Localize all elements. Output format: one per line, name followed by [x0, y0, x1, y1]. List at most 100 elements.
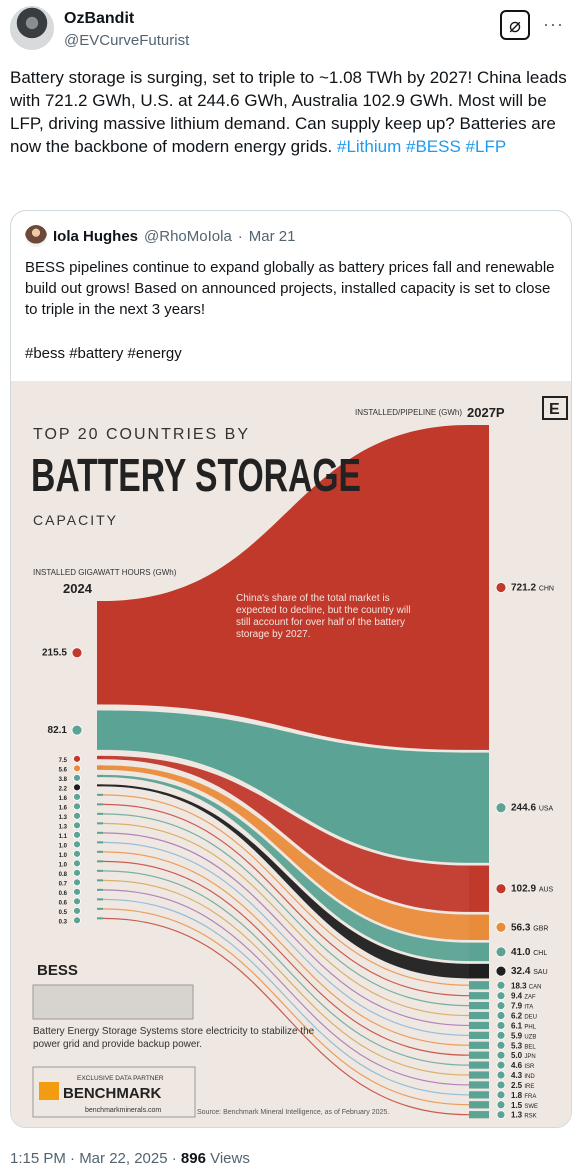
left-value-label: 0.8 [59, 872, 68, 878]
right-bar [469, 992, 489, 1000]
flow-band [103, 774, 469, 962]
flag-icon [496, 1100, 506, 1110]
flow-band [103, 425, 469, 750]
flow-line [102, 813, 470, 1007]
right-value-label: 9.4 ZAF [511, 992, 536, 1001]
right-country-code: SAU [533, 969, 547, 976]
flag-icon [495, 946, 507, 958]
flag-icon [71, 647, 83, 659]
left-bar [97, 907, 103, 910]
flow-line [102, 917, 470, 1116]
flow-band [103, 755, 469, 912]
quote-handle[interactable]: @RhoMoIola [144, 227, 232, 245]
author-handle[interactable]: @EVCurveFuturist [64, 32, 190, 49]
hashtag-link[interactable]: #Lithium [336, 137, 402, 156]
flag-icon [496, 1050, 506, 1060]
quote-date[interactable]: Mar 21 [248, 227, 296, 245]
brand-badge: E [549, 401, 560, 418]
flag-icon [73, 811, 81, 820]
timestamp[interactable]: 1:15 PM · Mar 22, 2025 · [10, 1150, 181, 1167]
flow-line [102, 889, 470, 1086]
right-country-code: UZB [524, 1034, 536, 1040]
flow-line [102, 851, 470, 1046]
left-value-label: 0.6 [59, 900, 68, 906]
left-bar [97, 803, 103, 806]
right-country-code: USA [539, 806, 554, 813]
left-bar [97, 710, 103, 750]
right-value-label: 6.1 PHL [511, 1021, 537, 1030]
flag-icon [73, 764, 81, 773]
flag-icon [73, 916, 81, 925]
right-value-label: 102.9 AUS [511, 884, 554, 895]
flow-band [103, 710, 469, 863]
flag-icon [73, 868, 81, 877]
flag-icon [496, 991, 506, 1001]
title-top: TOP 20 COUNTRIES BY [33, 426, 250, 443]
grok-icon[interactable]: ⌀ [500, 10, 530, 40]
flag-icon [496, 980, 506, 990]
title-bottom: CAPACITY [33, 512, 118, 528]
right-country-code: RSK [524, 1114, 536, 1120]
author-display-name[interactable]: OzBandit [64, 10, 135, 27]
left-bar [97, 601, 103, 705]
partner-url: benchmarkminerals.com [85, 1107, 161, 1114]
left-bar [97, 812, 103, 815]
left-header: INSTALLED GIGAWATT HOURS (GWh) [33, 568, 177, 577]
right-value-labels: 721.2 CHN 244.6 USA 102.9 AUS 56.3 GBR 41.0 … [495, 582, 554, 1120]
left-year: 2024 [63, 581, 93, 596]
right-bar [469, 1091, 489, 1099]
views-count: 896 [180, 1150, 206, 1167]
right-header: INSTALLED/PIPELINE (GWh) [355, 408, 462, 417]
right-bar [469, 1002, 489, 1010]
flag-icon [495, 921, 507, 933]
flow-line [102, 841, 470, 1036]
left-value-label: 1.0 [59, 843, 68, 849]
infographic-image[interactable]: 215.5 82.1 7.5 5.6 3.8 2.2 1.6 1.6 1.3 1.3 1.1 1.0 1… [11, 381, 571, 1127]
partner-name: BENCHMARK [63, 1085, 161, 1102]
flag-icon [495, 802, 507, 814]
flow-line [102, 860, 470, 1056]
right-bar [469, 1071, 489, 1079]
left-value-label: 0.7 [59, 881, 68, 887]
tweet-footer: 1:15 PM · Mar 22, 2025 · 896 Views [10, 1150, 250, 1167]
source-note: Source: Benchmark Mineral Intelligence, … [197, 1109, 389, 1116]
flag-icon [496, 1110, 506, 1120]
flag-icon [73, 840, 81, 849]
hashtag-link[interactable]: #LFP [465, 137, 507, 156]
right-country-code: ISR [524, 1064, 535, 1070]
battery-storage-chart: 215.5 82.1 7.5 5.6 3.8 2.2 1.6 1.6 1.3 1.3 1.1 1.0 1… [11, 381, 571, 1127]
author-avatar[interactable] [10, 6, 54, 50]
hashtag-link[interactable]: #BESS [405, 137, 461, 156]
views-label: Views [205, 1150, 250, 1167]
flag-icon [73, 754, 81, 763]
tweet-body: Battery storage is surging, set to tripl… [10, 68, 567, 156]
right-bar [469, 865, 489, 912]
quote-hashtags: #bess #battery #energy [25, 345, 182, 362]
left-value-label: 1.1 [59, 834, 68, 840]
left-bar [97, 774, 103, 778]
flag-icon [496, 1080, 506, 1090]
left-value-label: 1.3 [59, 824, 68, 830]
right-country-code: IND [524, 1074, 535, 1080]
more-options-icon[interactable]: ··· [543, 14, 564, 34]
left-value-label: 1.0 [59, 853, 68, 859]
flag-icon [73, 783, 81, 792]
right-bars [469, 425, 489, 1119]
right-value-label: 721.2 CHN [511, 582, 554, 593]
right-country-code: ITA [524, 1005, 533, 1011]
flow-line [102, 898, 470, 1096]
bess-desc-box: Battery Energy Storage Systems store ele… [33, 1026, 314, 1050]
left-value-label: 1.6 [59, 796, 68, 802]
right-country-code: DEU [524, 1015, 537, 1021]
tweet-text: Battery storage is surging, set to tripl… [10, 66, 570, 158]
quote-avatar[interactable] [25, 225, 47, 247]
flag-icon [496, 1040, 506, 1050]
left-value-label: 0.6 [59, 891, 68, 897]
quote-display-name[interactable]: Iola Hughes [53, 227, 139, 245]
flag-icon [73, 773, 81, 782]
title-main: BATTERY STORAGE [31, 449, 361, 501]
quoted-tweet[interactable]: Iola Hughes @RhoMoIola · Mar 21 BESS pip… [10, 210, 572, 1128]
right-value-label: 7.9 ITA [511, 1002, 533, 1011]
right-country-code: ZAF [524, 995, 536, 1001]
left-value-label: 3.8 [59, 777, 68, 783]
